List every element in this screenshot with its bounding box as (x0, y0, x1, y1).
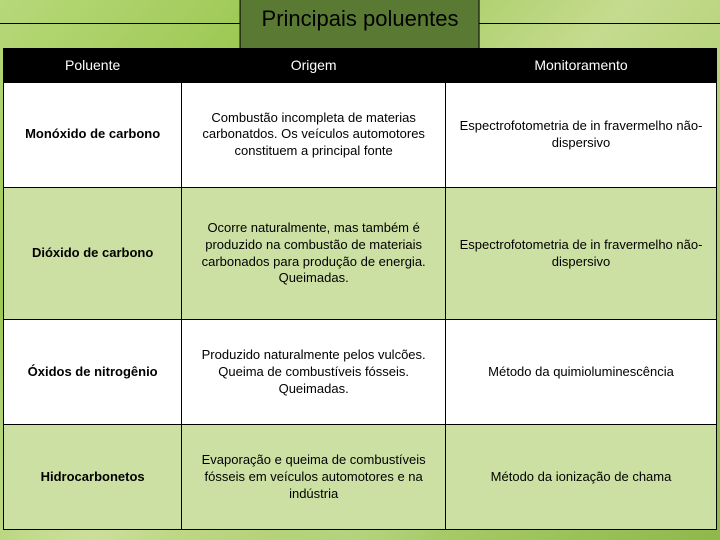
table-row: Dióxido de carbono Ocorre naturalmente, … (4, 187, 717, 320)
table-row: Monóxido de carbono Combustão incompleta… (4, 83, 717, 188)
cell-poluente: Hidrocarbonetos (4, 425, 182, 530)
cell-monitoramento: Espectrofotometria de in fravermelho não… (446, 187, 717, 320)
cell-poluente: Monóxido de carbono (4, 83, 182, 188)
pollutants-table: Poluente Origem Monitoramento Monóxido d… (3, 48, 717, 530)
cell-monitoramento: Espectrofotometria de in fravermelho não… (446, 83, 717, 188)
cell-origem: Produzido naturalmente pelos vulcões. Qu… (182, 320, 446, 425)
cell-poluente: Óxidos de nitrogênio (4, 320, 182, 425)
table-row: Óxidos de nitrogênio Produzido naturalme… (4, 320, 717, 425)
page-title: Principais poluentes (254, 6, 467, 32)
col-header-poluente: Poluente (4, 49, 182, 83)
table-container: Poluente Origem Monitoramento Monóxido d… (3, 48, 717, 530)
cell-monitoramento: Método da quimioluminescência (446, 320, 717, 425)
col-header-origem: Origem (182, 49, 446, 83)
cell-origem: Combustão incompleta de materias carbona… (182, 83, 446, 188)
title-container: Principais poluentes (254, 6, 467, 32)
cell-origem: Ocorre naturalmente, mas também é produz… (182, 187, 446, 320)
table-row: Hidrocarbonetos Evaporação e queima de c… (4, 425, 717, 530)
cell-origem: Evaporação e queima de combustíveis fóss… (182, 425, 446, 530)
cell-monitoramento: Método da ionização de chama (446, 425, 717, 530)
cell-poluente: Dióxido de carbono (4, 187, 182, 320)
table-header-row: Poluente Origem Monitoramento (4, 49, 717, 83)
col-header-monitoramento: Monitoramento (446, 49, 717, 83)
